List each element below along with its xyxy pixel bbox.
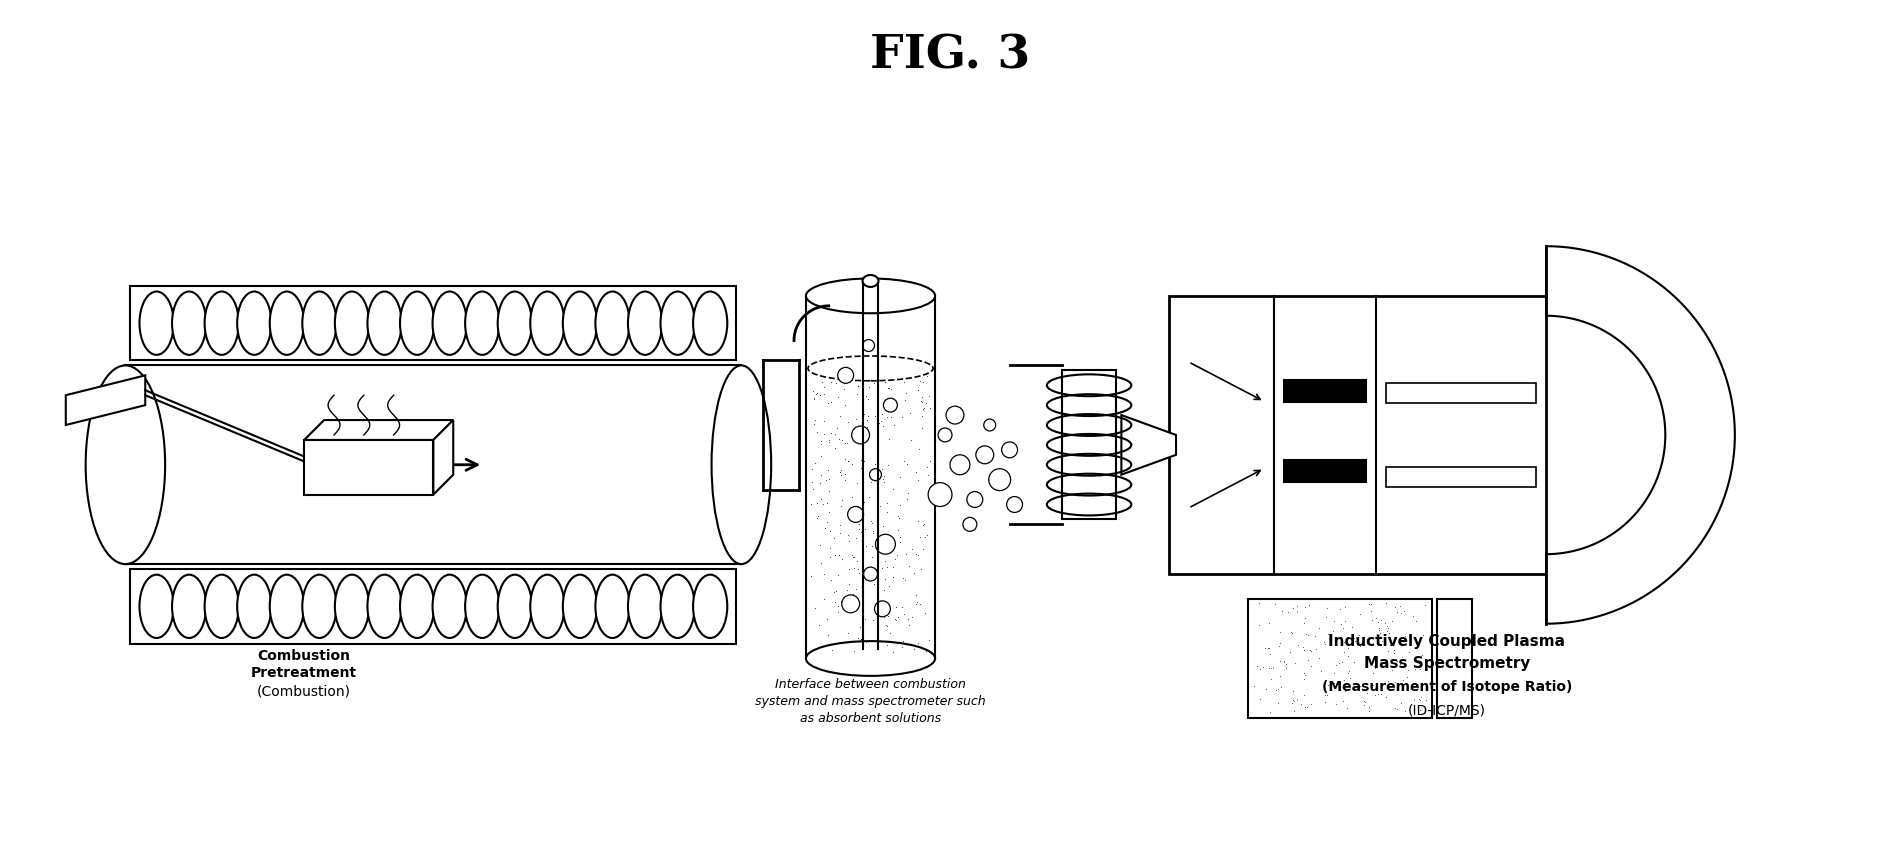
Ellipse shape (595, 292, 629, 355)
Text: system and mass spectrometer such: system and mass spectrometer such (754, 695, 986, 708)
Circle shape (884, 398, 897, 412)
Ellipse shape (806, 279, 935, 313)
Circle shape (1001, 442, 1018, 457)
Circle shape (950, 455, 969, 475)
Text: Inductively Coupled Plasma: Inductively Coupled Plasma (1328, 634, 1566, 649)
Bar (1436, 598, 1473, 718)
Bar (1248, 598, 1433, 718)
Polygon shape (66, 375, 144, 425)
Polygon shape (304, 420, 454, 440)
Text: (ID-ICP/MS): (ID-ICP/MS) (1408, 703, 1486, 717)
Ellipse shape (86, 365, 165, 564)
Circle shape (946, 406, 963, 424)
Ellipse shape (367, 292, 401, 355)
Bar (1062, 370, 1117, 519)
Circle shape (967, 492, 982, 508)
Circle shape (876, 534, 895, 554)
Text: (Measurement of Isotope Ratio): (Measurement of Isotope Ratio) (1322, 681, 1571, 694)
Ellipse shape (562, 575, 597, 638)
Ellipse shape (530, 292, 564, 355)
Ellipse shape (694, 575, 728, 638)
Circle shape (927, 482, 952, 506)
Ellipse shape (205, 575, 239, 638)
Ellipse shape (401, 292, 435, 355)
Circle shape (851, 426, 870, 444)
Text: Combustion: Combustion (258, 649, 352, 663)
Ellipse shape (238, 575, 272, 638)
Ellipse shape (205, 292, 239, 355)
Circle shape (838, 368, 853, 383)
Bar (1284, 380, 1366, 402)
Ellipse shape (302, 575, 336, 638)
Polygon shape (1121, 415, 1176, 475)
Ellipse shape (595, 575, 629, 638)
Ellipse shape (238, 292, 272, 355)
Bar (125, 365, 741, 564)
Ellipse shape (808, 356, 933, 380)
Circle shape (963, 517, 977, 531)
Circle shape (984, 419, 996, 431)
Ellipse shape (863, 275, 878, 287)
Ellipse shape (302, 292, 336, 355)
Text: Mass Spectrometry: Mass Spectrometry (1364, 656, 1530, 670)
Bar (1284, 460, 1366, 482)
Ellipse shape (530, 575, 564, 638)
Circle shape (864, 567, 878, 581)
Ellipse shape (270, 575, 304, 638)
Ellipse shape (139, 292, 173, 355)
Ellipse shape (498, 292, 532, 355)
Circle shape (874, 601, 891, 616)
Ellipse shape (334, 292, 369, 355)
Circle shape (842, 595, 859, 613)
Text: as absorbent solutions: as absorbent solutions (800, 712, 940, 725)
Ellipse shape (433, 292, 467, 355)
Bar (1387, 467, 1537, 486)
Bar (806, 296, 935, 658)
Ellipse shape (661, 575, 695, 638)
Circle shape (988, 469, 1011, 491)
Bar (304, 440, 433, 494)
Ellipse shape (433, 575, 467, 638)
Bar (1387, 383, 1537, 404)
Ellipse shape (173, 575, 207, 638)
Circle shape (977, 445, 994, 463)
PathPatch shape (1547, 246, 1735, 623)
Circle shape (847, 506, 864, 522)
Ellipse shape (661, 292, 695, 355)
Polygon shape (433, 420, 454, 494)
Ellipse shape (466, 292, 500, 355)
Ellipse shape (466, 575, 500, 638)
Text: (Combustion): (Combustion) (256, 684, 352, 699)
Ellipse shape (498, 575, 532, 638)
Ellipse shape (139, 575, 173, 638)
Text: FIG. 3: FIG. 3 (870, 32, 1030, 79)
Bar (131, 569, 737, 644)
Circle shape (1007, 497, 1022, 512)
Circle shape (863, 339, 874, 351)
Ellipse shape (270, 292, 304, 355)
Ellipse shape (629, 292, 661, 355)
Text: Interface between combustion: Interface between combustion (775, 678, 965, 692)
Circle shape (939, 428, 952, 442)
Bar (131, 286, 737, 361)
Ellipse shape (334, 575, 369, 638)
Ellipse shape (173, 292, 207, 355)
Text: Pretreatment: Pretreatment (251, 666, 357, 681)
Ellipse shape (806, 641, 935, 675)
Ellipse shape (562, 292, 597, 355)
Ellipse shape (629, 575, 661, 638)
Circle shape (870, 469, 882, 481)
Ellipse shape (712, 365, 771, 564)
Ellipse shape (367, 575, 401, 638)
Bar (1168, 296, 1547, 574)
Ellipse shape (401, 575, 435, 638)
Ellipse shape (694, 292, 728, 355)
